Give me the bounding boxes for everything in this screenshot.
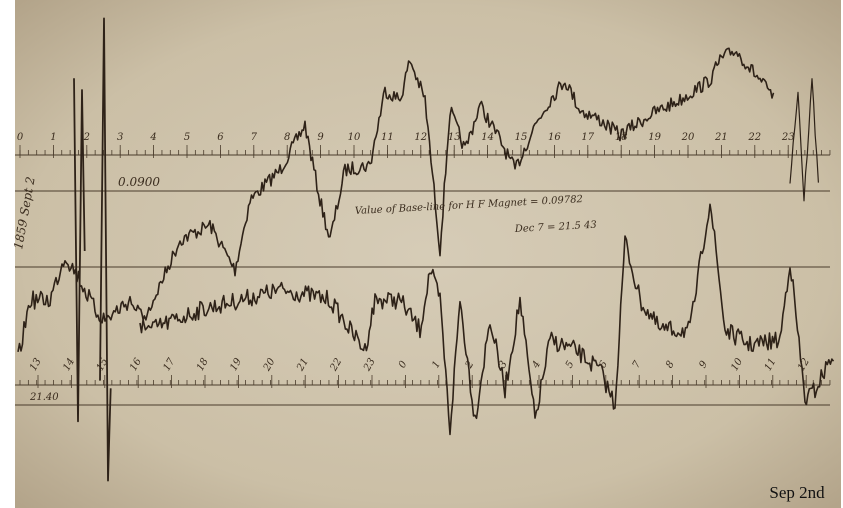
upper-hour: 7 bbox=[251, 132, 258, 143]
upper-hour: 12 bbox=[414, 132, 427, 143]
upper-hour: 13 bbox=[448, 132, 461, 143]
upper-hour: 1 bbox=[50, 132, 56, 143]
upper-hour: 16 bbox=[548, 132, 561, 143]
upper-hour: 10 bbox=[348, 132, 361, 143]
upper-hour: 2 bbox=[83, 132, 90, 143]
caption: Sep 2nd bbox=[769, 483, 825, 502]
lower-baseline: 21.40 bbox=[29, 392, 59, 403]
photo: 0123456789101112131415161718192021222313… bbox=[0, 0, 843, 508]
upper-hour: 3 bbox=[117, 132, 123, 143]
upper-hour: 11 bbox=[381, 132, 394, 143]
upper-hour: 5 bbox=[184, 132, 190, 143]
upper-hour: 9 bbox=[317, 132, 324, 143]
upper-hour: 19 bbox=[648, 132, 661, 143]
upper-hour: 14 bbox=[481, 132, 494, 143]
upper-hour: 0 bbox=[17, 132, 24, 143]
upper-baseline: 0.0900 bbox=[118, 175, 160, 189]
upper-hour: 20 bbox=[681, 132, 695, 143]
upper-hour: 15 bbox=[515, 132, 528, 143]
upper-hour: 17 bbox=[581, 132, 594, 143]
upper-hour: 4 bbox=[149, 132, 156, 143]
upper-hour: 23 bbox=[781, 132, 795, 143]
upper-hour: 21 bbox=[714, 132, 728, 143]
upper-hour: 18 bbox=[615, 132, 628, 143]
upper-hour: 22 bbox=[747, 132, 761, 143]
upper-hour: 8 bbox=[284, 132, 290, 143]
upper-hour: 6 bbox=[217, 132, 224, 143]
